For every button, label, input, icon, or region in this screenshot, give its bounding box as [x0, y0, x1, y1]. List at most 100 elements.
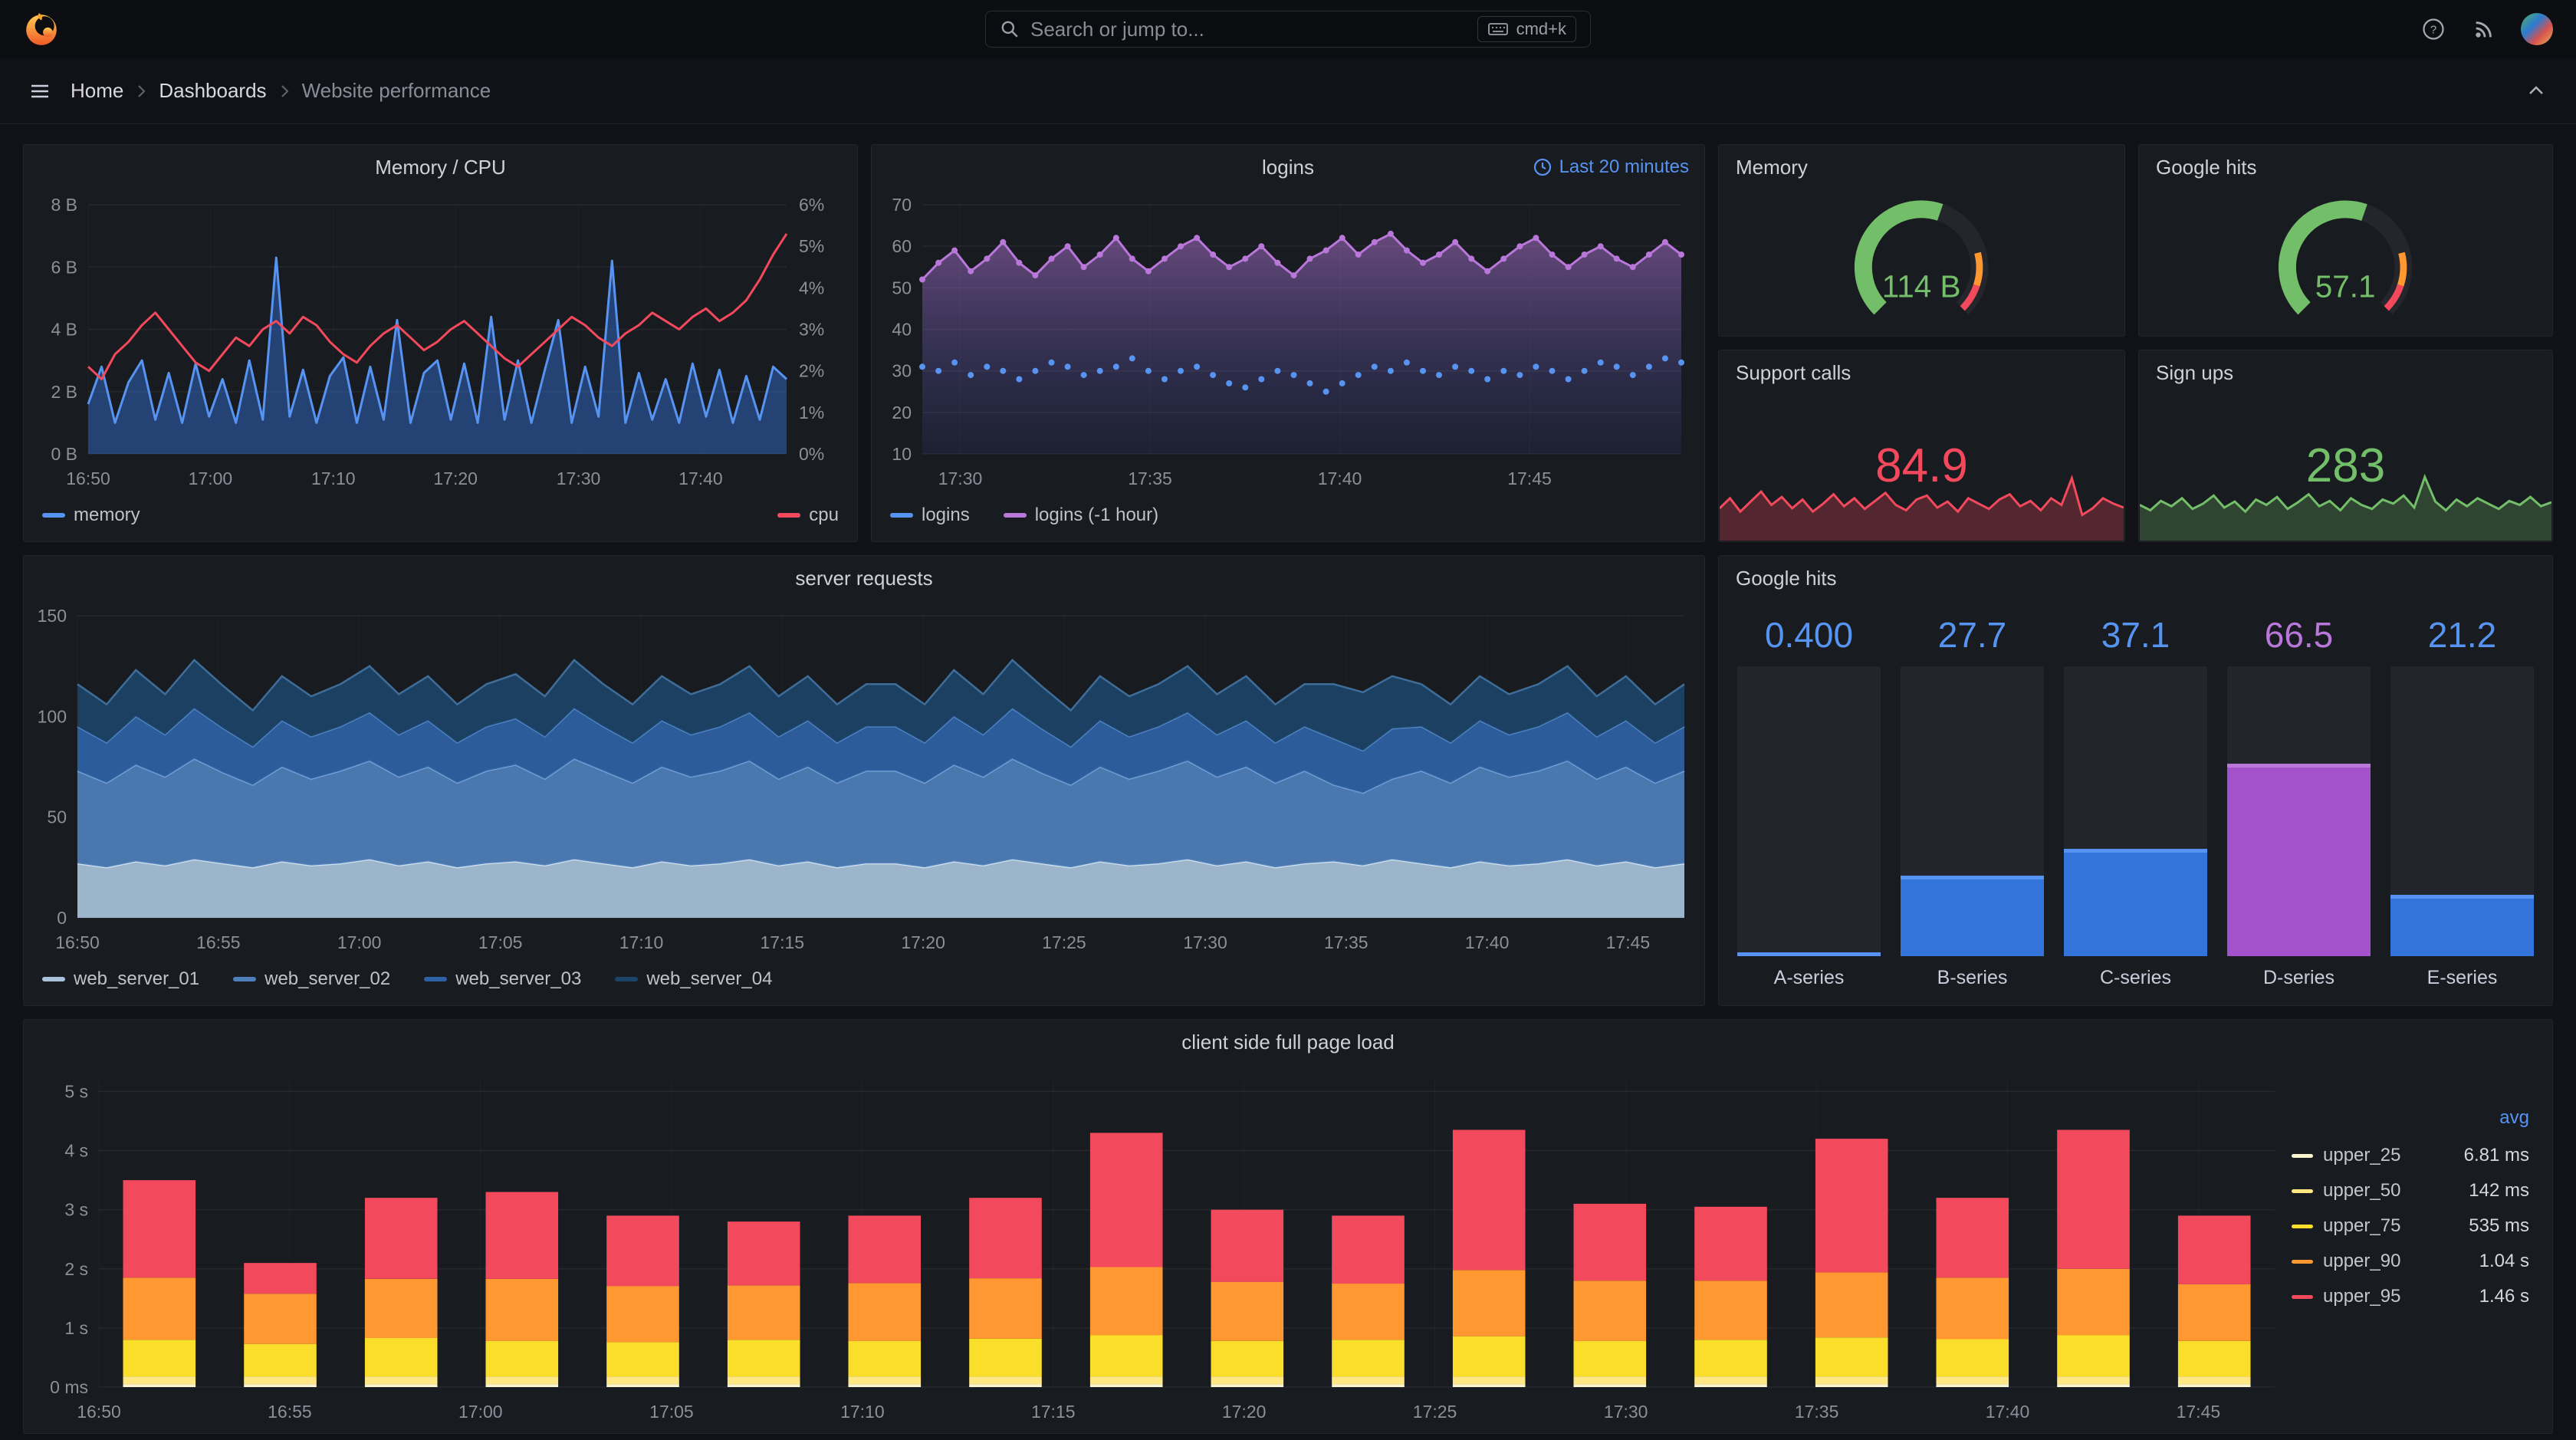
legend-swatch	[615, 977, 639, 981]
svg-text:100: 100	[38, 706, 67, 726]
bar-gauge-column-C-series[interactable]: 37.1 C-series	[2064, 608, 2207, 993]
svg-text:60: 60	[892, 236, 912, 256]
svg-text:16:50: 16:50	[55, 932, 100, 952]
legend-swatch	[2292, 1294, 2313, 1299]
legend-item-web_server_03[interactable]: web_server_03	[424, 968, 581, 990]
panel-header[interactable]: Memory / CPU	[24, 145, 857, 189]
legend-item-web_server_01[interactable]: web_server_01	[42, 968, 199, 990]
svg-text:17:15: 17:15	[761, 932, 805, 952]
svg-text:17:30: 17:30	[1604, 1402, 1648, 1422]
svg-text:50: 50	[47, 807, 67, 827]
panel-title: client side full page load	[1181, 1030, 1395, 1054]
bar-gauge-fill	[2227, 763, 2371, 956]
svg-text:?: ?	[2430, 24, 2436, 37]
panel-google-hits-bars: Google hits 0.400 A-series 27.7 B-series 37.…	[1718, 555, 2553, 1006]
panel-title: Memory	[1736, 155, 1808, 179]
search-input[interactable]: Search or jump to... cmd+k	[985, 11, 1591, 48]
legend-row-upper_90[interactable]: upper_90 1.04 s	[2292, 1244, 2529, 1279]
help-icon[interactable]: ?	[2420, 15, 2447, 43]
legend-avg-value: 142 ms	[2469, 1180, 2529, 1201]
svg-text:4%: 4%	[799, 278, 824, 298]
legend-swatch	[424, 977, 448, 981]
legend-avg-header: avg	[2499, 1107, 2529, 1128]
svg-text:3 s: 3 s	[64, 1200, 88, 1220]
panel-title: Google hits	[2156, 155, 2257, 179]
svg-text:17:10: 17:10	[840, 1402, 885, 1422]
breadcrumb-home[interactable]: Home	[71, 79, 124, 102]
grafana-logo[interactable]	[23, 11, 60, 48]
bar-gauge-column-D-series[interactable]: 66.5 D-series	[2227, 608, 2371, 993]
server-requests-chart[interactable]: 0 50 100 150 16:50 16:55 17:00 17:05 17:10 17:15 1…	[24, 600, 1704, 964]
user-avatar[interactable]	[2521, 13, 2553, 45]
svg-text:17:10: 17:10	[311, 468, 356, 488]
svg-text:1%: 1%	[799, 403, 824, 422]
bar-gauge-track	[2227, 666, 2371, 956]
memory-cpu-chart[interactable]: 0 B 2 B 4 B 6 B 8 B 0% 1% 2% 3% 4% 5% 6% 16:50 17:00 1…	[24, 189, 857, 500]
panel-header[interactable]: logins Last 20 minutes	[872, 145, 1704, 189]
panel-header[interactable]: client side full page load	[24, 1020, 2552, 1064]
legend-item-logins[interactable]: logins	[890, 505, 970, 526]
svg-text:17:25: 17:25	[1413, 1402, 1457, 1422]
time-range-label: Last 20 minutes	[1559, 156, 1689, 177]
legend-item-cpu[interactable]: cpu	[777, 505, 839, 526]
panel-header[interactable]: server requests	[24, 556, 1704, 600]
panel-page-load: client side full page load 0 ms 1 s 2 s 3 s…	[23, 1019, 2553, 1434]
time-range-indicator[interactable]: Last 20 minutes	[1533, 156, 1689, 178]
bar-gauge-column-E-series[interactable]: 21.2 E-series	[2390, 608, 2534, 993]
legend-avg-value: 1.46 s	[2479, 1286, 2529, 1307]
svg-text:0%: 0%	[799, 444, 824, 464]
svg-text:0: 0	[57, 908, 67, 928]
panel-header[interactable]: Google hits	[1719, 556, 2552, 600]
search-placeholder: Search or jump to...	[1030, 17, 1204, 41]
bar-gauge-column-B-series[interactable]: 27.7 B-series	[1901, 608, 2044, 993]
svg-text:17:45: 17:45	[1507, 468, 1552, 488]
panel-title: Memory / CPU	[375, 155, 506, 179]
svg-text:1 s: 1 s	[64, 1318, 88, 1338]
svg-text:10: 10	[892, 444, 912, 464]
legend-item-memory[interactable]: memory	[42, 505, 140, 526]
breadcrumb-dashboards[interactable]: Dashboards	[159, 79, 267, 102]
panel-memory-cpu: Memory / CPU 0 B 2 B 4 B 6 B 8 B 0% 1% 2% 3% 4% 5%…	[23, 144, 858, 542]
support-calls-sparkline[interactable]	[1720, 465, 2124, 541]
legend-item-web_server_04[interactable]: web_server_04	[615, 968, 772, 990]
legend-item-web_server_02[interactable]: web_server_02	[233, 968, 390, 990]
svg-text:30: 30	[892, 361, 912, 381]
rss-icon[interactable]	[2470, 15, 2498, 43]
chart-legend-table: avg upper_25 6.81 ms upper_50 142 ms upper_7…	[2292, 1064, 2552, 1433]
panel-header[interactable]: Sign ups	[2139, 350, 2552, 395]
panel-title: server requests	[795, 566, 933, 590]
bar-gauge-column-A-series[interactable]: 0.400 A-series	[1737, 608, 1881, 993]
legend-item-logins-1-hour-[interactable]: logins (-1 hour)	[1003, 505, 1158, 526]
legend-swatch	[777, 513, 801, 518]
legend-row-upper_25[interactable]: upper_25 6.81 ms	[2292, 1138, 2529, 1173]
svg-text:2 B: 2 B	[51, 382, 77, 402]
memory-gauge[interactable]: 114 B	[1719, 189, 2124, 336]
legend-row-upper_75[interactable]: upper_75 535 ms	[2292, 1208, 2529, 1244]
clock-icon	[1533, 158, 1551, 176]
page-load-chart[interactable]: 0 ms 1 s 2 s 3 s 4 s 5 s 16:50 16:55 17:00 17:05 1…	[24, 1064, 2292, 1433]
legend-row-upper_95[interactable]: upper_95 1.46 s	[2292, 1279, 2529, 1314]
google-hits-gauge[interactable]: 57.1	[2139, 189, 2552, 336]
svg-text:70: 70	[892, 195, 912, 215]
panel-header[interactable]: Support calls	[1719, 350, 2124, 395]
menu-icon[interactable]	[26, 77, 54, 105]
svg-text:17:40: 17:40	[678, 468, 723, 488]
panel-server-requests: server requests 0 50 100 150 16:50 16:55 17:00…	[23, 555, 1705, 1006]
bar-gauge-fill	[1737, 952, 1881, 956]
legend-row-upper_50[interactable]: upper_50 142 ms	[2292, 1173, 2529, 1208]
bar-gauge-value: 0.400	[1764, 615, 1854, 655]
logins-chart[interactable]: 10 20 30 40 50 60 70 17:30 17:35 17:40 17:45	[872, 189, 1704, 500]
bar-gauge-fill	[2064, 848, 2207, 956]
svg-text:17:00: 17:00	[458, 1402, 503, 1422]
chevron-up-icon[interactable]	[2522, 77, 2550, 105]
svg-text:17:15: 17:15	[1031, 1402, 1076, 1422]
svg-text:17:40: 17:40	[1318, 468, 1362, 488]
svg-text:50: 50	[892, 278, 912, 298]
google-hits-bar-gauge[interactable]: 0.400 A-series 27.7 B-series 37.1 C-series 66.…	[1719, 600, 2552, 1005]
panel-header[interactable]: Memory	[1719, 145, 2124, 189]
legend-avg-value: 6.81 ms	[2463, 1145, 2529, 1165]
panel-header[interactable]: Google hits	[2139, 145, 2552, 189]
svg-text:17:20: 17:20	[901, 932, 945, 952]
svg-text:17:35: 17:35	[1128, 468, 1172, 488]
sign-ups-sparkline[interactable]	[2140, 465, 2551, 541]
